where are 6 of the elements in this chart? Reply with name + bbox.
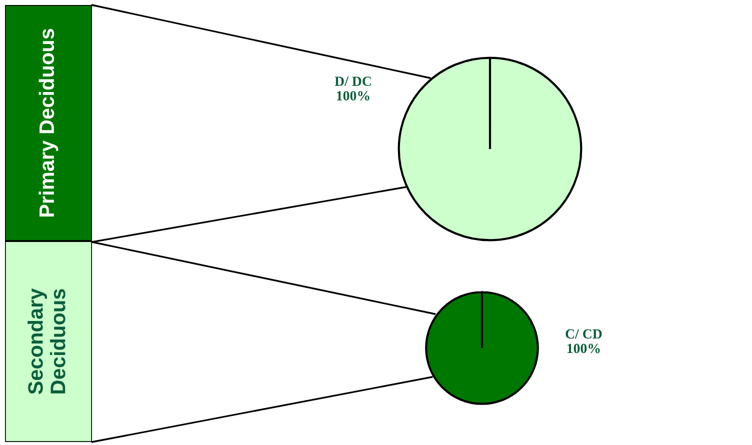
data-label: 100% <box>336 91 370 101</box>
slice-label: C/ CD <box>566 329 602 339</box>
data-label: 100% <box>567 344 600 354</box>
series-label: Secondary Deciduous <box>28 288 66 394</box>
series-label: Primary Deciduous <box>38 28 58 217</box>
slice-label: D/ DC <box>334 76 371 86</box>
